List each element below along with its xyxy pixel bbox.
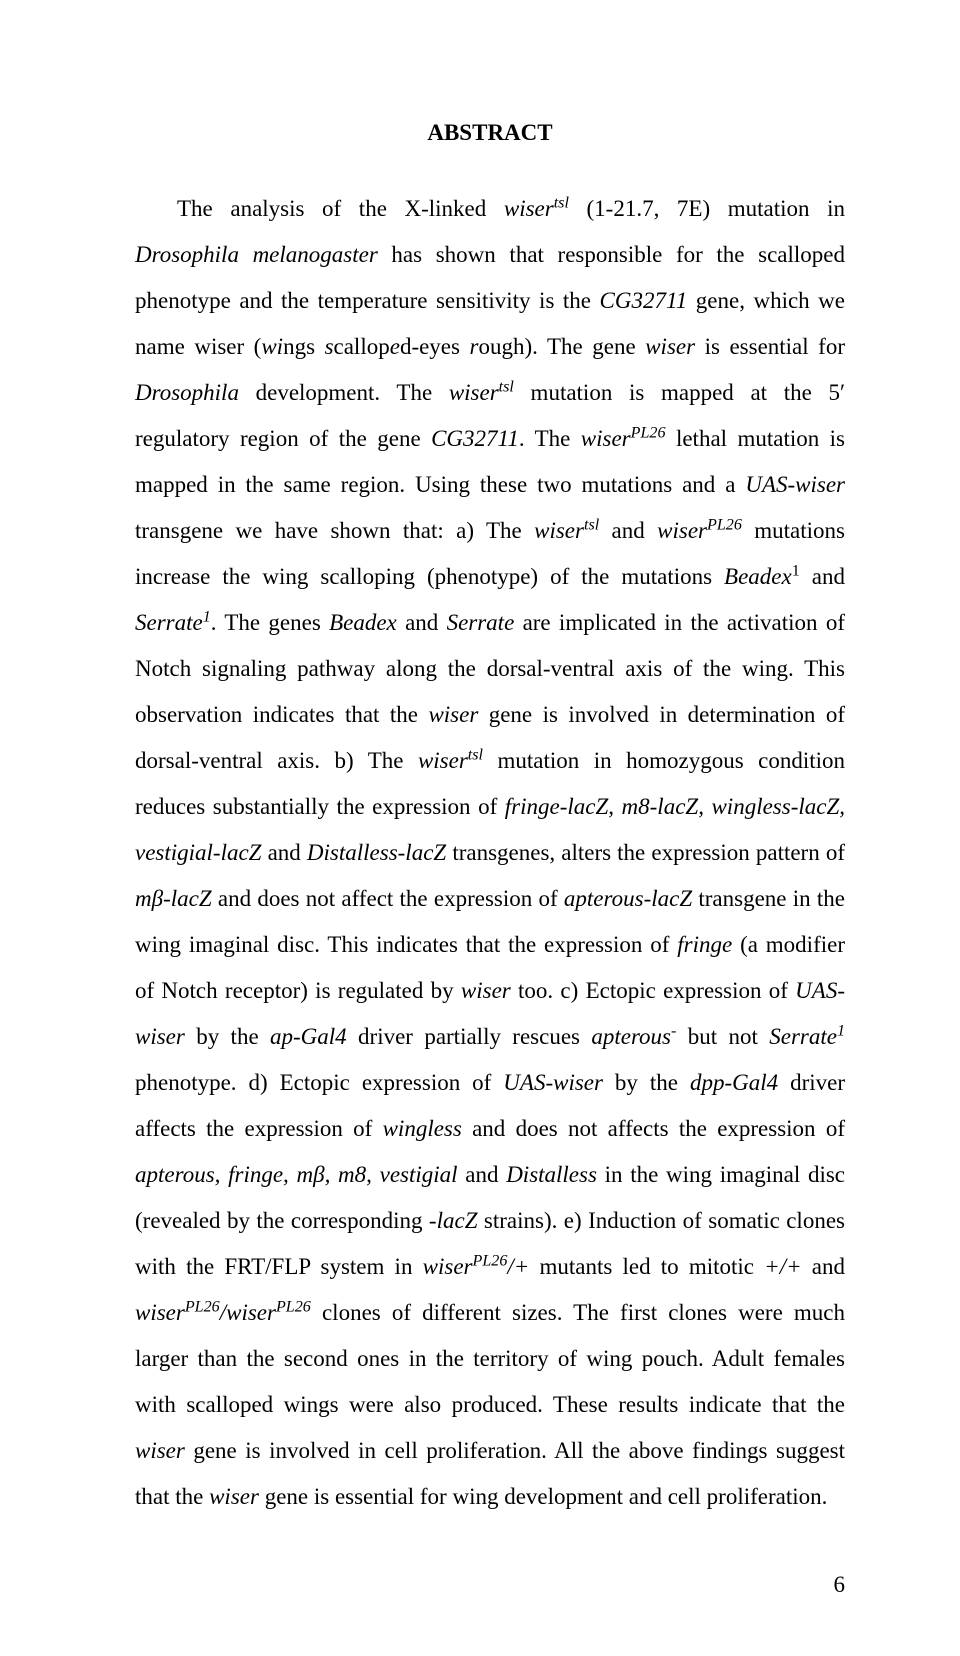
italic-text: apterous-lacZ: [564, 886, 692, 911]
italic-text: s: [325, 334, 334, 359]
italic-text: /wiser: [220, 1300, 276, 1325]
italic-text: apterous, fringe, mβ, m8, vestigial: [135, 1162, 458, 1187]
superscript-italic: tsl: [584, 516, 599, 533]
italic-text: wiser: [449, 380, 499, 405]
italic-text: wingless: [383, 1116, 462, 1141]
italic-text: Beadex: [329, 610, 397, 635]
superscript-italic: tsl: [499, 378, 514, 395]
italic-text: wiser: [657, 518, 707, 543]
superscript-italic: PL26: [631, 424, 666, 441]
italic-text: lacZ: [437, 1208, 478, 1233]
italic-text: Serrate: [447, 610, 515, 635]
italic-text: Distalless: [506, 1162, 597, 1187]
italic-text: wiser: [428, 702, 478, 727]
italic-text: mβ-lacZ: [135, 886, 212, 911]
italic-text: Drosophila melanogaster: [135, 242, 378, 267]
superscript-italic: 1: [203, 608, 211, 625]
superscript-italic: PL26: [276, 1298, 311, 1315]
italic-text: wi: [261, 334, 283, 359]
italic-text: Drosophila: [135, 380, 239, 405]
italic-text: apterous: [591, 1024, 671, 1049]
superscript: 1: [792, 562, 800, 579]
italic-text: ap-Gal4: [270, 1024, 347, 1049]
italic-text: Beadex: [724, 564, 792, 589]
italic-text: Serrate: [135, 610, 203, 635]
superscript-italic: tsl: [554, 194, 569, 211]
italic-text: wiser: [135, 1438, 185, 1463]
italic-text: Serrate: [769, 1024, 837, 1049]
italic-text: CG32711: [431, 426, 519, 451]
italic-text: fringe-lacZ, m8-lacZ, wingless-lacZ, ves…: [135, 794, 845, 865]
italic-text: wiser: [418, 748, 468, 773]
italic-text: wiser: [581, 426, 631, 451]
superscript: -: [671, 1022, 676, 1039]
italic-text: dpp-Gal4: [690, 1070, 778, 1095]
page-number: 6: [834, 1572, 846, 1598]
italic-text: wiser: [423, 1254, 473, 1279]
abstract-body: The analysis of the X-linked wisertsl (1…: [135, 186, 845, 1520]
superscript-italic: tsl: [468, 746, 483, 763]
superscript-italic: 1: [837, 1022, 845, 1039]
page: ABSTRACT The analysis of the X-linked wi…: [0, 0, 960, 1656]
italic-text: /+: [507, 1254, 529, 1279]
abstract-title: ABSTRACT: [135, 120, 845, 146]
italic-text: UAS-wiser: [503, 1070, 603, 1095]
italic-text: +/+: [764, 1254, 801, 1279]
italic-text: Distalless-lacZ: [307, 840, 446, 865]
italic-text: wiser: [534, 518, 584, 543]
italic-text: UAS-wiser: [745, 472, 845, 497]
italic-text: wiser: [645, 334, 695, 359]
superscript-italic: PL26: [707, 516, 742, 533]
superscript-italic: PL26: [185, 1298, 220, 1315]
italic-text: r: [470, 334, 479, 359]
italic-text: fringe: [677, 932, 732, 957]
italic-text: wiser: [504, 196, 554, 221]
italic-text: wiser: [209, 1484, 259, 1509]
italic-text: e: [390, 334, 400, 359]
italic-text: CG32711: [600, 288, 688, 313]
italic-text: wiser: [461, 978, 511, 1003]
superscript-italic: PL26: [472, 1252, 507, 1269]
italic-text: wiser: [135, 1300, 185, 1325]
